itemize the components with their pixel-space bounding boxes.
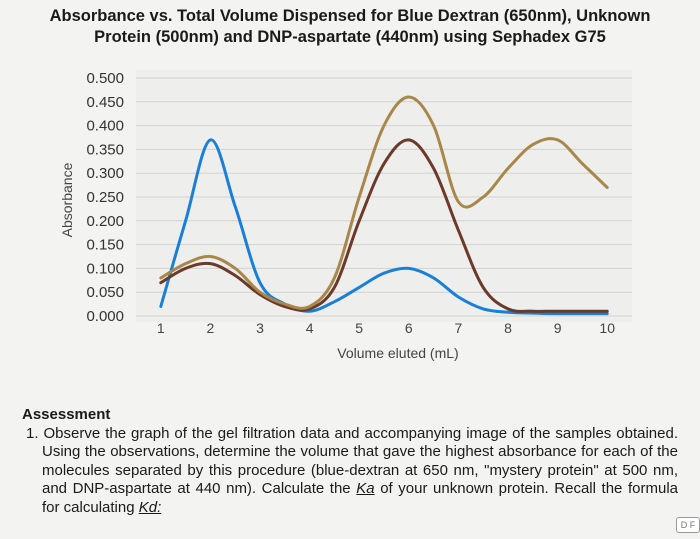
gridlines bbox=[136, 77, 632, 317]
y-tick-label: 0.150 bbox=[86, 237, 124, 254]
ka-symbol: Ka bbox=[356, 480, 375, 497]
x-tick-label: 8 bbox=[504, 320, 512, 336]
chart: 0.000 0.050 0.100 0.150 0.200 0.250 0.300 0.350… bbox=[59, 70, 632, 361]
assessment-section: Assessment 1. Observe the graph of the g… bbox=[22, 406, 678, 517]
y-tick-label: 0.300 bbox=[86, 165, 124, 182]
x-tick-label: 2 bbox=[207, 320, 215, 336]
x-tick-label: 6 bbox=[405, 320, 413, 336]
y-tick-label: 0.050 bbox=[86, 284, 124, 301]
kd-formula-label: Kd: bbox=[138, 498, 162, 516]
y-axis-label: Absorbance bbox=[59, 162, 75, 237]
corner-badge: D F bbox=[676, 517, 700, 533]
chart-title-line-1: Absorbance vs. Total Volume Dispensed fo… bbox=[49, 7, 651, 25]
chart-title-line-2: Protein (500nm) and DNP-aspartate (440nm… bbox=[94, 28, 606, 46]
y-tick-label: 0.100 bbox=[86, 260, 124, 277]
y-tick-label: 0.400 bbox=[86, 118, 124, 135]
series-line-2 bbox=[159, 138, 609, 313]
series-line-1 bbox=[159, 138, 609, 316]
x-tick-label: 9 bbox=[554, 320, 562, 336]
y-tick-label: 0.500 bbox=[86, 70, 124, 87]
y-tick-label: 0.250 bbox=[86, 189, 124, 206]
x-tick-label: 4 bbox=[306, 320, 314, 336]
x-tick-label: 3 bbox=[256, 320, 264, 336]
series-line-3 bbox=[159, 95, 609, 310]
question-body-end: of your unknown protein. Recall the form… bbox=[42, 480, 678, 516]
y-tick-label: 0.350 bbox=[86, 141, 124, 158]
x-tick-label: 1 bbox=[157, 320, 165, 336]
x-tick-label: 10 bbox=[599, 320, 615, 336]
question-number: 1. bbox=[26, 424, 39, 442]
y-axis-ticks: 0.000 0.050 0.100 0.150 0.200 0.250 0.300 0.350… bbox=[86, 70, 124, 325]
y-tick-label: 0.200 bbox=[86, 213, 124, 230]
assessment-heading: Assessment bbox=[22, 406, 111, 423]
x-axis-label: Volume eluted (mL) bbox=[337, 345, 458, 361]
assessment-question: 1. Observe the graph of the gel filtrati… bbox=[22, 425, 678, 518]
y-tick-label: 0.000 bbox=[86, 308, 124, 325]
plot-background bbox=[136, 70, 632, 322]
x-axis-ticks: 1 2 3 4 5 6 7 8 9 10 bbox=[157, 320, 615, 336]
chart-title: Absorbance vs. Total Volume Dispensed fo… bbox=[10, 6, 690, 48]
x-tick-label: 5 bbox=[355, 320, 363, 336]
series-lines bbox=[159, 95, 609, 316]
x-tick-label: 7 bbox=[455, 320, 463, 336]
y-tick-label: 0.450 bbox=[86, 94, 124, 111]
question-body: Observe the graph of the gel filtration … bbox=[42, 424, 678, 498]
